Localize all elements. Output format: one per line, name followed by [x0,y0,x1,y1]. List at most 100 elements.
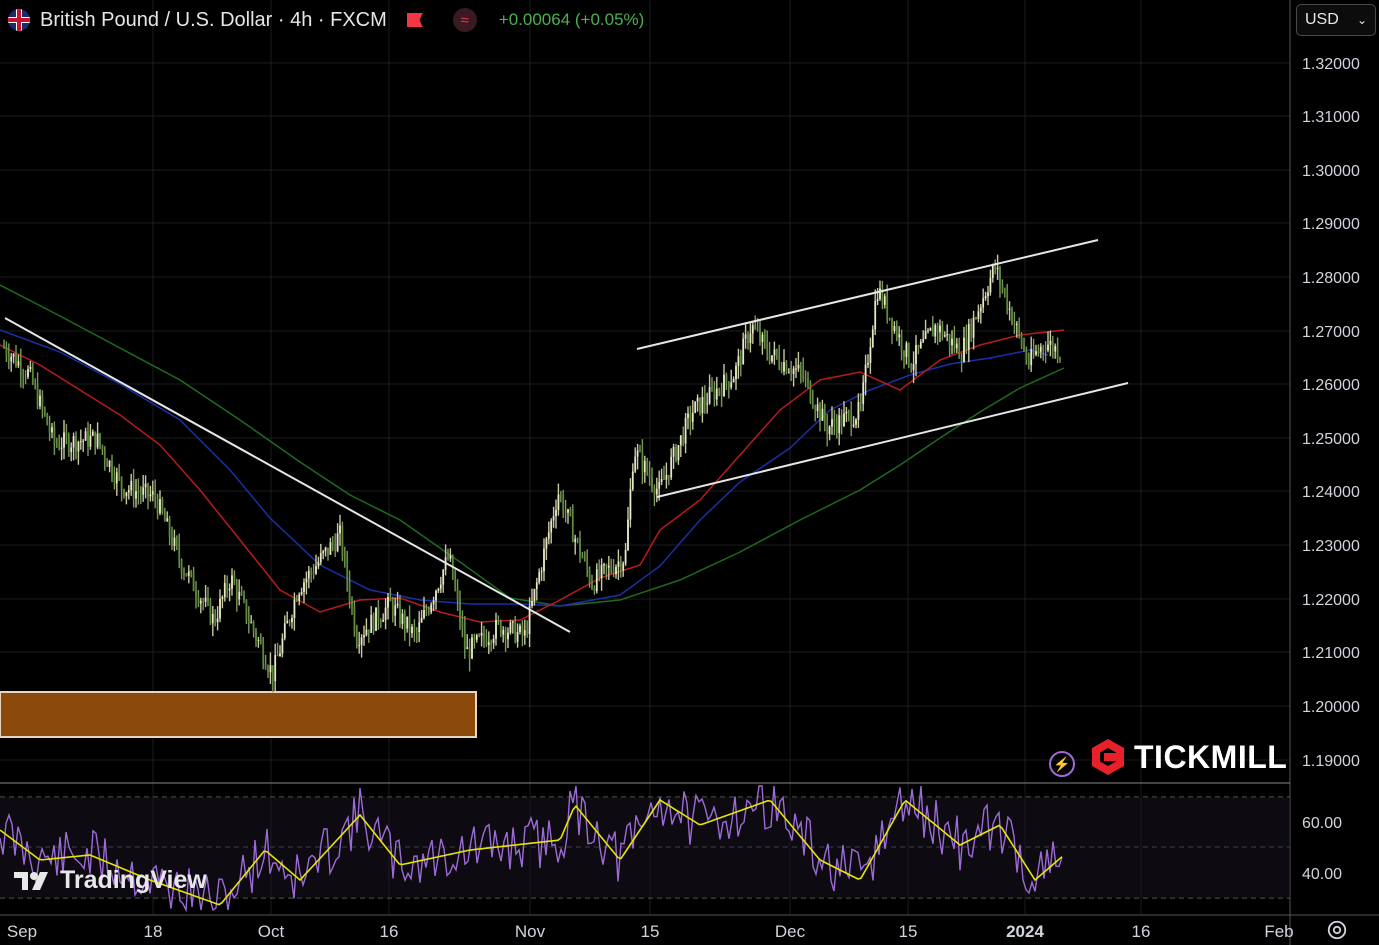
candle-body [139,492,142,495]
candle-body [869,346,872,363]
candle-body [329,542,332,555]
candle-body [816,404,819,412]
candle-body [540,571,543,573]
candle-body [166,518,169,522]
candle-body [425,610,428,612]
candle-body [588,569,591,583]
candle-body [785,362,788,373]
candle-body [999,267,1001,285]
candle-body [912,363,915,371]
candle-body [156,498,159,514]
candle-body [490,642,493,644]
candle-body [379,621,382,623]
candle-body [70,447,73,453]
candle-body [768,353,771,362]
settings-gear-icon[interactable] [1326,919,1348,941]
candle-body [543,548,545,572]
candle-body [871,329,874,347]
candle-body [401,613,404,624]
currency-select[interactable]: USD ⌄ [1296,4,1376,36]
candle-body [941,325,944,337]
demand-zone[interactable] [0,691,477,738]
candle-body [571,514,574,542]
candle-body [202,600,205,602]
candle-body [958,343,961,359]
candle-body [324,547,327,552]
candle-body [658,481,661,489]
candle-body [497,620,500,622]
wave-icon[interactable]: ≈ [452,8,477,32]
candle-body [312,572,315,574]
candle-body [629,489,632,520]
candle-body [5,347,8,356]
candle-body [31,366,34,383]
candle-body [279,653,281,657]
candle-body [211,613,214,624]
candle-body [449,555,452,559]
candle-body [396,603,399,606]
candle-body [1030,349,1033,366]
trendlines[interactable] [4,239,1129,633]
candle-body [857,402,860,420]
x-tick-label: Sep [7,922,37,941]
candle-body [137,491,140,493]
candle-body [859,402,862,404]
candle-body [651,477,653,488]
candle-body [775,349,778,357]
candle-body [727,381,730,388]
candle-body [307,570,310,579]
x-tick-label: Dec [775,922,806,941]
candle-body [994,265,997,270]
candle-body [454,578,457,589]
y-tick-label: 1.25000 [1302,431,1360,448]
candle-body [89,435,92,447]
candle-body [142,487,145,495]
candle-body [636,450,639,457]
candle-body [468,647,471,659]
candle-body [955,343,958,349]
lightning-icon[interactable]: ⚡ [1049,751,1075,777]
y-tick-label: 1.21000 [1302,645,1360,662]
candle-body [36,384,39,407]
candle-body [919,341,922,348]
candle-body [1039,346,1042,352]
candle-body [751,325,754,334]
candle-body [372,614,375,631]
candle-body [151,491,154,495]
price-change: +0.00064 (+0.05%) [498,10,645,29]
candle-body [159,499,161,514]
candle-body [886,296,889,318]
candle-body [708,387,711,404]
candle-body [317,562,320,567]
candle-body [46,413,49,425]
candle-body [127,490,130,493]
candle-body [946,333,949,336]
candle-body [965,337,968,350]
candle-body [58,444,61,449]
tickmill-logo: TICKMILL [1090,738,1287,776]
candle-body [430,604,433,613]
candle-body [516,632,519,642]
flag-marker-icon[interactable] [406,13,423,27]
candle-body [742,338,745,365]
candle-body [521,625,524,636]
candle-body [173,537,176,547]
candle-body [1006,292,1009,310]
candle-body [252,622,255,632]
candle-body [295,599,298,601]
symbol-title[interactable]: British Pound / U.S. Dollar · 4h · FXCM [40,8,387,31]
candle-body [394,605,397,616]
candle-body [754,325,757,329]
candle-body [703,396,706,404]
candle-body [367,629,370,633]
candle-body [845,411,848,414]
candle-body [867,362,869,365]
candle-body [286,620,289,624]
candle-body [631,471,634,490]
candle-body [331,542,334,544]
candle-body [737,356,740,366]
candle-body [447,557,449,559]
candle-body [432,600,435,605]
candle-body [711,387,713,389]
